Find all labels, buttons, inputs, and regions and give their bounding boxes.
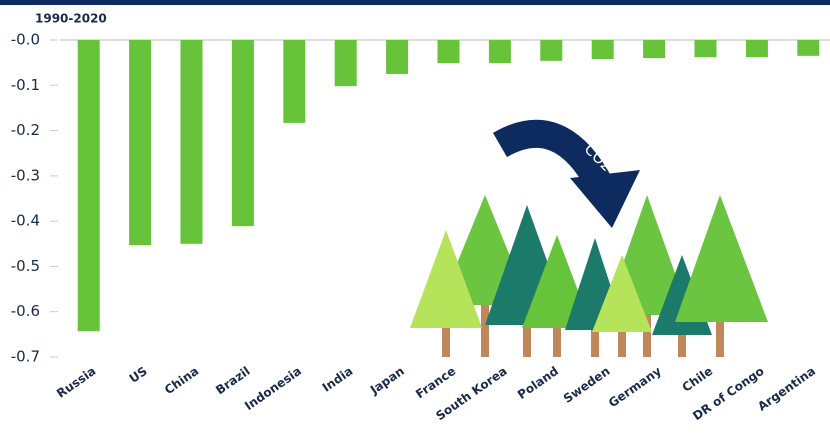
bar — [488, 40, 511, 64]
y-tick-label: -0.4 — [11, 212, 40, 230]
x-tick-label: Argentina — [755, 364, 818, 414]
x-tick-label: Brazil — [213, 364, 252, 397]
bar — [283, 40, 306, 123]
y-tick-label: -0.3 — [11, 166, 40, 184]
x-tick-label: Germany — [606, 364, 664, 410]
x-tick-label: Sweden — [561, 364, 613, 406]
x-tick-label: China — [162, 364, 201, 397]
bar — [231, 40, 254, 227]
top-band — [0, 0, 830, 5]
bar — [77, 40, 100, 332]
x-tick-label: Russia — [54, 364, 98, 401]
bar — [129, 40, 152, 246]
y-tick-label: -0.2 — [11, 121, 40, 139]
bar — [643, 40, 666, 59]
x-tick-label: Japan — [367, 364, 407, 398]
x-tick-label: US — [127, 364, 150, 386]
chart-subtitle: 1990-2020 — [35, 12, 107, 26]
bar — [797, 40, 820, 56]
y-tick-label: -0.0 — [11, 31, 40, 49]
bar — [180, 40, 203, 244]
bar — [386, 40, 409, 74]
bar — [540, 40, 563, 61]
x-tick-label: India — [320, 364, 356, 395]
y-tick-label: -0.5 — [11, 257, 40, 275]
x-tick-label: Chile — [680, 364, 716, 395]
co2-arrow — [492, 119, 640, 228]
x-tick-label: Indonesia — [242, 364, 304, 413]
bar — [591, 40, 614, 60]
trees-illustration — [410, 195, 768, 357]
y-tick-label: -0.1 — [11, 76, 40, 94]
x-tick-label: France — [413, 364, 458, 401]
y-tick-label: -0.7 — [11, 348, 40, 366]
bar — [334, 40, 357, 87]
bar — [437, 40, 460, 64]
x-tick-label: Poland — [515, 364, 561, 402]
bar — [694, 40, 717, 58]
y-tick-label: -0.6 — [11, 302, 40, 320]
bar — [745, 40, 768, 58]
